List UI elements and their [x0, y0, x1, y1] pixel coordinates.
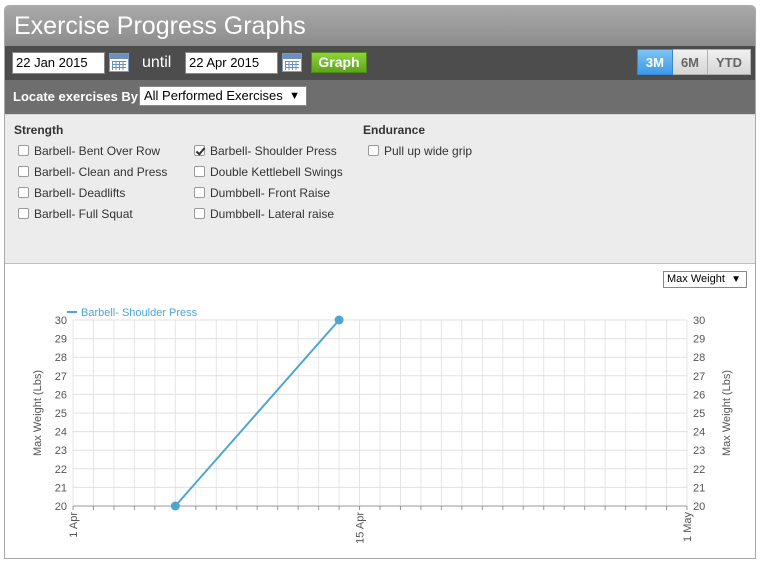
y-tick-label-right: 29 — [693, 334, 705, 346]
exercise-label: Barbell- Bent Over Row — [34, 144, 161, 158]
range-toggle-group: 3M 6M YTD — [636, 49, 751, 75]
y-tick-label-right: 21 — [693, 482, 705, 494]
y-tick-label-left: 25 — [55, 408, 67, 420]
y-tick-label-left: 20 — [55, 501, 67, 513]
exercise-item[interactable]: Barbell- Full Squat — [18, 206, 133, 224]
data-point — [334, 315, 344, 325]
y-tick-label-left: 24 — [55, 427, 67, 439]
exercise-label: Barbell- Full Squat — [34, 207, 133, 221]
date-range-bar: 22 Jan 2015 until 22 Apr 2015 Graph 3M 6… — [5, 46, 755, 80]
locate-label: Locate exercises By — [13, 89, 139, 104]
exercise-checkbox[interactable] — [18, 208, 29, 219]
exercise-label: Barbell- Shoulder Press — [210, 144, 337, 158]
exercise-checkbox[interactable] — [18, 166, 29, 177]
y-tick-label-right: 27 — [693, 371, 705, 383]
y-tick-label-left: 23 — [55, 445, 67, 457]
exercise-label: Barbell- Clean and Press — [34, 165, 168, 179]
y-axis-title-left: Max Weight (Lbs) — [32, 370, 44, 456]
endurance-heading: Endurance — [363, 123, 426, 137]
locate-bar: Locate exercises By All Performed Exerci… — [5, 80, 755, 114]
exercise-item[interactable]: Barbell- Shoulder Press — [194, 143, 337, 161]
end-calendar-icon[interactable] — [282, 53, 302, 72]
y-tick-label-right: 22 — [693, 464, 705, 476]
exercise-checkbox[interactable] — [368, 145, 379, 156]
y-tick-label-right: 24 — [693, 427, 705, 439]
exercise-label: Barbell- Deadlifts — [34, 186, 126, 200]
exercise-item[interactable]: Barbell- Bent Over Row — [18, 143, 160, 161]
y-tick-label-right: 26 — [693, 389, 705, 401]
exercise-panel: Strength Endurance Barbell- Bent Over Ro… — [5, 114, 755, 264]
exercise-item[interactable]: Dumbbell- Lateral raise — [194, 206, 334, 224]
exercise-label: Dumbbell- Lateral raise — [210, 207, 335, 221]
y-tick-label-right: 30 — [693, 315, 705, 327]
exercise-checkbox[interactable] — [194, 208, 205, 219]
graph-button[interactable]: Graph — [311, 52, 367, 73]
exercise-item[interactable]: Double Kettlebell Swings — [194, 164, 343, 182]
dropdown-arrow-icon: ▼ — [731, 274, 741, 285]
exercise-checkbox[interactable] — [18, 187, 29, 198]
exercise-checkbox[interactable] — [18, 145, 29, 156]
range-3m-button[interactable]: 3M — [636, 49, 673, 75]
y-tick-label-left: 28 — [55, 352, 67, 364]
start-date-input[interactable]: 22 Jan 2015 — [12, 52, 105, 74]
y-tick-label-left: 22 — [55, 464, 67, 476]
start-calendar-icon[interactable] — [109, 53, 129, 72]
exercise-label: Dumbbell- Front Raise — [210, 186, 331, 200]
y-tick-label-right: 23 — [693, 445, 705, 457]
progress-widget: Exercise Progress Graphs 22 Jan 2015 unt… — [4, 5, 756, 559]
exercise-checkbox[interactable] — [194, 166, 205, 177]
dropdown-arrow-icon: ▼ — [289, 90, 300, 102]
y-tick-label-left: 27 — [55, 371, 67, 383]
y-tick-label-right: 25 — [693, 408, 705, 420]
exercise-label: Pull up wide grip — [384, 144, 473, 158]
page-title: Exercise Progress Graphs — [5, 6, 755, 46]
y-tick-label-left: 29 — [55, 334, 67, 346]
y-axis-title-right: Max Weight (Lbs) — [721, 370, 733, 456]
end-date-input[interactable]: 22 Apr 2015 — [185, 52, 278, 74]
x-tick-label: 1 Apr — [68, 512, 80, 538]
exercise-item[interactable]: Barbell- Clean and Press — [18, 164, 167, 182]
range-ytd-button[interactable]: YTD — [708, 49, 751, 75]
metric-select-value: Max Weight — [667, 273, 725, 285]
chart-area: Max Weight ▼ 20 20 21 21 22 22 23 23 24 24 25 25 26 2… — [5, 264, 755, 558]
x-tick-label: 1 May — [682, 512, 694, 542]
data-point — [170, 501, 180, 511]
y-tick-label-right: 20 — [693, 501, 705, 513]
x-tick-label: 15 Apr — [355, 512, 367, 544]
exercise-label: Double Kettlebell Swings — [210, 165, 343, 179]
y-tick-label-left: 21 — [55, 482, 67, 494]
locate-select[interactable]: All Performed Exercises ▼ — [139, 86, 307, 106]
series-line — [174, 319, 340, 507]
progress-chart: 20 20 21 21 22 22 23 23 24 24 25 25 26 26 27 27 28 28 29 29… — [32, 307, 733, 544]
metric-select[interactable]: Max Weight ▼ — [663, 271, 747, 288]
y-tick-label-left: 30 — [55, 315, 67, 327]
legend-label: Barbell- Shoulder Press — [81, 307, 198, 319]
exercise-item[interactable]: Dumbbell- Front Raise — [194, 185, 330, 203]
exercise-checkbox[interactable] — [194, 187, 205, 198]
locate-select-value: All Performed Exercises — [144, 88, 283, 103]
strength-heading: Strength — [14, 123, 64, 137]
until-label: until — [142, 54, 172, 71]
y-tick-label-left: 26 — [55, 389, 67, 401]
exercise-item[interactable]: Barbell- Deadlifts — [18, 185, 125, 203]
exercise-item[interactable]: Pull up wide grip — [368, 143, 472, 161]
range-6m-button[interactable]: 6M — [672, 49, 708, 75]
y-tick-label-right: 28 — [693, 352, 705, 364]
exercise-checkbox[interactable] — [194, 145, 205, 156]
